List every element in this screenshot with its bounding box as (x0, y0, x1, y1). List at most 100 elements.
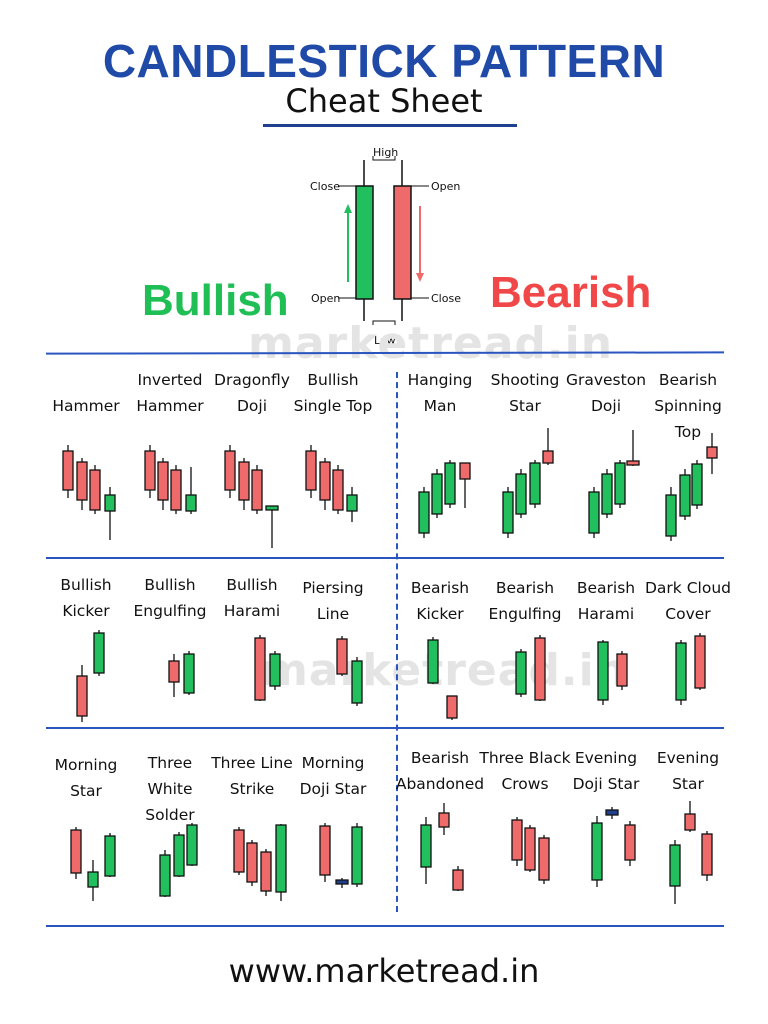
candle-body (186, 824, 198, 866)
candle-body (157, 461, 169, 501)
pattern-candle (534, 635, 546, 701)
pattern-candle (691, 460, 703, 509)
pattern-candle (675, 640, 687, 705)
candle-body (591, 822, 603, 881)
pattern-candle (76, 665, 88, 722)
pattern-label-row2-8: Dark Cloud Cover (645, 579, 731, 623)
pattern-candle (233, 827, 245, 875)
pattern-label-row1-8: Bearish Spinning Top (654, 371, 722, 441)
candle-body (524, 827, 536, 871)
candle-body (515, 473, 527, 515)
candle-body (159, 854, 171, 897)
bull-open-label: Open (311, 292, 341, 305)
watermark-top: marketread.in (248, 318, 614, 369)
candle-body (669, 844, 681, 887)
candle-body (588, 491, 600, 534)
candle-body (70, 829, 82, 874)
pattern-candle (62, 445, 74, 498)
pattern-label-row2-5: Bearish Kicker (410, 579, 470, 623)
candle-body (624, 824, 636, 861)
candle-body (684, 813, 696, 831)
pattern-candle (76, 458, 88, 510)
candle-body (170, 469, 182, 511)
pattern-candle (542, 428, 554, 465)
title-underline (263, 124, 517, 127)
candle-body (431, 473, 443, 515)
candle-body (76, 461, 88, 501)
candle-body (601, 473, 613, 515)
pattern-label-row1-3: Dragonfly Doji (214, 371, 290, 415)
pattern-candle (351, 657, 363, 706)
center-divider (396, 372, 398, 912)
low-label: Low (374, 334, 396, 347)
candle-body (238, 461, 250, 501)
pattern-candle (346, 487, 358, 522)
candle-body (185, 494, 197, 512)
candle-body (542, 450, 554, 464)
candle-body (305, 450, 317, 491)
bear-arrow-head (416, 273, 424, 282)
pattern-candle (70, 827, 82, 879)
pattern-candle (104, 833, 116, 877)
pattern-label-row3-4: Morning Doji Star (299, 754, 367, 798)
pattern-candle (319, 823, 331, 882)
pattern-candle (186, 823, 198, 866)
pattern-candle (665, 487, 677, 541)
pattern-candle (591, 816, 603, 887)
pattern-candle (601, 469, 613, 518)
candle-body (319, 461, 331, 501)
pattern-candle (159, 850, 171, 897)
pattern-label-row3-3: Three Line Strike (211, 754, 293, 798)
candle-body (665, 494, 677, 537)
pattern-candle (616, 651, 628, 690)
bear-close-label: Close (431, 292, 461, 305)
bull-arrow-head (344, 204, 352, 213)
pattern-candle (87, 860, 99, 901)
pattern-candle (254, 635, 266, 701)
candle-body (251, 469, 263, 511)
candle-body (515, 651, 527, 695)
pattern-label-row2-1: Bullish Kicker (60, 576, 112, 620)
pattern-candle (246, 840, 258, 886)
pattern-candle (335, 878, 349, 888)
watermark-middle: marketread.in (262, 645, 628, 696)
pattern-candle (170, 465, 182, 514)
candle-body (511, 819, 523, 861)
candle-body (224, 450, 236, 491)
pattern-label-row1-1: Hammer (52, 397, 120, 415)
pattern-candle (511, 817, 523, 866)
pattern-candle (157, 458, 169, 510)
candle-body (444, 462, 456, 505)
pattern-label-row2-4: Piersing Line (302, 579, 364, 623)
pattern-candle (319, 458, 331, 510)
candle-body (459, 462, 471, 480)
candle-body (427, 639, 439, 684)
pattern-label-row3-1: Morning Star (54, 756, 118, 800)
candle-body (87, 871, 99, 888)
pattern-label-row1-5: Hanging Man (407, 371, 473, 415)
pattern-candle (144, 445, 156, 498)
pattern-candle (336, 636, 348, 676)
candle-body (260, 851, 272, 892)
pattern-candle (538, 835, 550, 884)
pattern-label-row2-2: Bullish Engulfing (133, 576, 207, 620)
pattern-candle (669, 840, 681, 904)
candle-body (351, 660, 363, 704)
candle-body (438, 812, 450, 828)
pattern-label-row3-5: Bearish Abandoned (395, 749, 485, 793)
pattern-candle (701, 831, 713, 881)
pattern-candle (183, 651, 195, 695)
page-title: CANDLESTICK PATTERN (102, 35, 666, 87)
pattern-candle (427, 637, 439, 684)
candle-body (534, 637, 546, 701)
high-label: High (373, 146, 399, 159)
pattern-label-row2-3: Bullish Harami (223, 576, 281, 620)
pattern-candle (332, 465, 344, 514)
candle-body (679, 474, 691, 517)
pattern-candle (626, 430, 640, 466)
high-bracket (372, 156, 396, 161)
candle-body (93, 632, 105, 674)
candle-body (418, 491, 430, 534)
candle-body (332, 469, 344, 511)
